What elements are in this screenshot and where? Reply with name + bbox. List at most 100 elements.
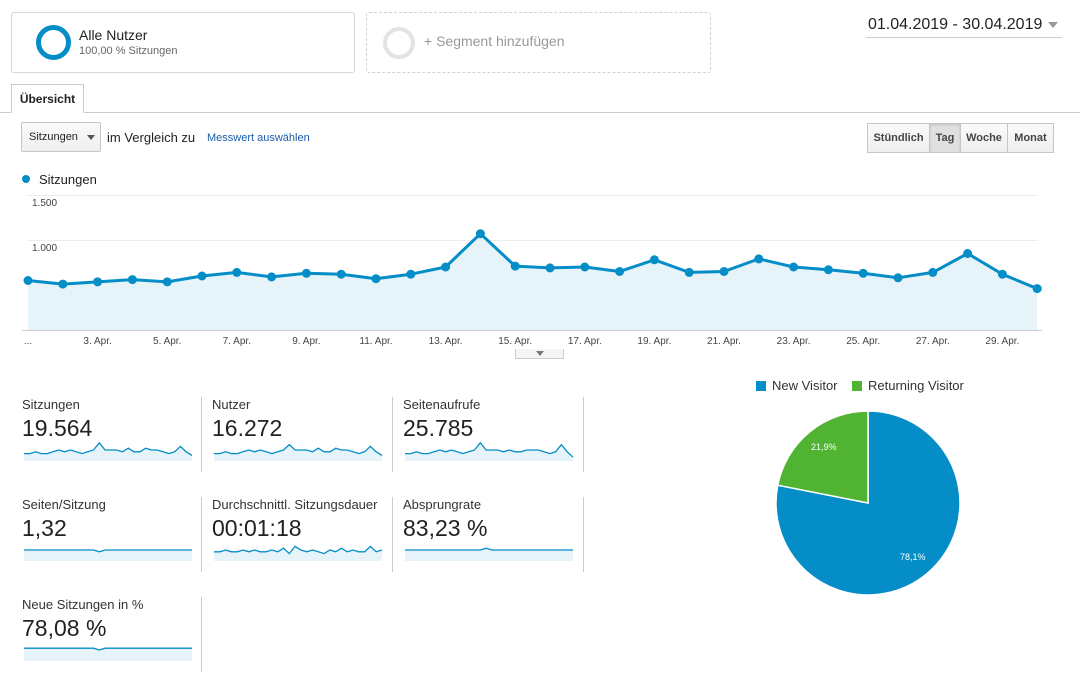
x-tick-label: 21. Apr.: [707, 336, 741, 347]
metric-value: 83,23 %: [403, 515, 488, 541]
data-point[interactable]: 5. Apr.: 535: [162, 277, 172, 287]
pie-data-label-new: 78,1%: [900, 552, 926, 562]
metric-tile-avg-session-duration[interactable]: Durchschnittl. Sitzungsdauer 00:01:18: [212, 497, 392, 572]
data-point[interactable]: 30. Apr.: 460: [1032, 284, 1042, 294]
segment-all-users[interactable]: Alle Nutzer 100,00 % Sitzungen: [11, 12, 355, 73]
data-point[interactable]: 12. Apr.: 620: [406, 269, 416, 279]
y-tick-label: 1.500: [32, 198, 58, 209]
tile-divider: [201, 397, 202, 472]
metric-value: 1,32: [22, 515, 67, 541]
x-tick-label: 25. Apr.: [846, 336, 881, 347]
data-point[interactable]: 15. Apr.: 710: [510, 261, 520, 271]
data-point[interactable]: 7. Apr.: 640: [232, 267, 242, 277]
data-point[interactable]: 2. Apr.: 510: [58, 279, 68, 289]
tile-divider: [583, 497, 584, 572]
gridline: [28, 195, 1038, 196]
x-tick-label: 7. Apr.: [222, 336, 251, 347]
tile-divider: [201, 597, 202, 672]
sessions-line-chart[interactable]: 1. Apr.: 550 2. Apr.: 510 3. Apr.: 535 4. A…: [0, 0, 1080, 345]
data-point[interactable]: 3. Apr.: 535: [93, 277, 103, 287]
data-point[interactable]: 11. Apr.: 570: [371, 274, 381, 284]
data-point[interactable]: 4. Apr.: 560: [127, 275, 137, 285]
metric-value: 78,08 %: [22, 615, 107, 641]
x-tick-label: 19. Apr.: [637, 336, 672, 347]
data-point[interactable]: 9. Apr.: 630: [301, 268, 311, 278]
data-point[interactable]: 16. Apr.: 690: [545, 263, 555, 273]
day-button[interactable]: Tag: [929, 123, 961, 153]
sparkline-line: [405, 547, 573, 551]
x-tick-label: 5. Apr.: [153, 336, 182, 347]
metric-value: 19.564: [22, 415, 93, 441]
data-point[interactable]: 22. Apr.: 790: [754, 254, 764, 264]
tab-overview[interactable]: Übersicht: [11, 84, 84, 113]
add-segment-button[interactable]: + Segment hinzufügen: [366, 12, 711, 73]
compare-label: im Vergleich zu: [107, 130, 196, 145]
data-point[interactable]: 27. Apr.: 640: [928, 267, 938, 277]
metric-select[interactable]: Sitzungen: [21, 122, 101, 152]
data-point[interactable]: 13. Apr.: 700: [441, 262, 451, 272]
sparkline-line: [24, 549, 192, 553]
data-point[interactable]: 21. Apr.: 650: [719, 267, 729, 276]
week-button[interactable]: Woche: [960, 123, 1008, 153]
tile-divider: [583, 397, 584, 472]
date-range-underline: [866, 37, 1062, 38]
metric-tile-users[interactable]: Nutzer 16.272: [212, 397, 392, 472]
tile-divider: [201, 497, 202, 572]
data-point[interactable]: 29. Apr.: 620: [997, 269, 1007, 279]
data-point[interactable]: 18. Apr.: 650: [615, 267, 625, 276]
x-tick-label: 23. Apr.: [776, 336, 811, 347]
data-point[interactable]: 6. Apr.: 600: [197, 271, 207, 281]
choose-metric-link[interactable]: Messwert auswählen: [207, 132, 310, 144]
date-range-picker[interactable]: 01.04.2019 - 30.04.2019: [868, 16, 1043, 33]
x-tick-label: ...: [23, 336, 33, 347]
legend-swatch-icon: [852, 381, 862, 391]
sparkline: [24, 549, 192, 561]
pie-legend-returning-visitor[interactable]: Returning Visitor: [852, 378, 964, 393]
metric-tile-sessions[interactable]: Sitzungen 19.564: [22, 397, 202, 472]
sparkline: [24, 441, 193, 461]
metric-tile-pageviews[interactable]: Seitenaufrufe 25.785: [403, 397, 583, 472]
data-point[interactable]: 10. Apr.: 620: [336, 269, 346, 279]
metric-select-value: Sitzungen: [29, 131, 78, 143]
x-tick-label: 29. Apr.: [985, 336, 1020, 347]
chevron-down-icon: [87, 135, 95, 140]
legend-series-name: Sitzungen: [39, 172, 97, 187]
data-point[interactable]: 1. Apr.: 550: [23, 276, 33, 285]
legend-label: New Visitor: [772, 378, 838, 393]
pie-data-label-returning: 21,9%: [811, 442, 837, 452]
pie-legend-new-visitor[interactable]: New Visitor: [756, 378, 838, 393]
chart-resize-handle[interactable]: [515, 349, 564, 359]
sparkline-area: [24, 442, 192, 461]
data-point[interactable]: 23. Apr.: 700: [789, 262, 799, 272]
series-area: [28, 233, 1038, 330]
x-tick-label: 15. Apr.: [498, 336, 533, 347]
data-point[interactable]: 28. Apr.: 850: [963, 249, 973, 258]
empty-segment-ring-icon: [383, 27, 415, 59]
pie-slice-returning-visitor[interactable]: [776, 410, 869, 504]
segment-ring-icon: [36, 25, 71, 60]
date-range-chevron-down-icon[interactable]: [1048, 22, 1058, 28]
data-point[interactable]: 19. Apr.: 780: [649, 255, 659, 265]
month-button[interactable]: Monat: [1007, 123, 1054, 153]
x-tick-label: 9. Apr.: [292, 336, 321, 347]
visitor-type-pie-chart[interactable]: [760, 395, 980, 615]
x-tick-label: 17. Apr.: [567, 336, 602, 347]
data-point[interactable]: 24. Apr.: 670: [823, 265, 833, 275]
data-point[interactable]: 20. Apr.: 640: [684, 267, 694, 277]
add-segment-label: + Segment hinzufügen: [424, 33, 565, 49]
metric-tile-new-sessions[interactable]: Neue Sitzungen in % 78,08 %: [22, 597, 202, 672]
data-point[interactable]: 8. Apr.: 590: [267, 272, 277, 282]
sparkline-line: [24, 441, 193, 456]
metric-tile-pages-per-session[interactable]: Seiten/Sitzung 1,32: [22, 497, 202, 572]
metric-tile-bounce-rate[interactable]: Absprungrate 83,23 %: [403, 497, 583, 572]
data-point[interactable]: 17. Apr.: 700: [580, 262, 590, 272]
metric-value: 00:01:18: [212, 515, 302, 541]
x-tick-label: 27. Apr.: [915, 336, 950, 347]
sparkline-area: [24, 550, 192, 561]
data-point[interactable]: 25. Apr.: 630: [858, 268, 868, 278]
sparkline-area: [405, 442, 573, 461]
data-point[interactable]: 14. Apr.: 1070: [475, 229, 485, 239]
x-tick-label: 11. Apr.: [359, 336, 393, 347]
metric-label: Seitenaufrufe: [403, 397, 481, 412]
data-point[interactable]: 26. Apr.: 580: [893, 273, 903, 283]
